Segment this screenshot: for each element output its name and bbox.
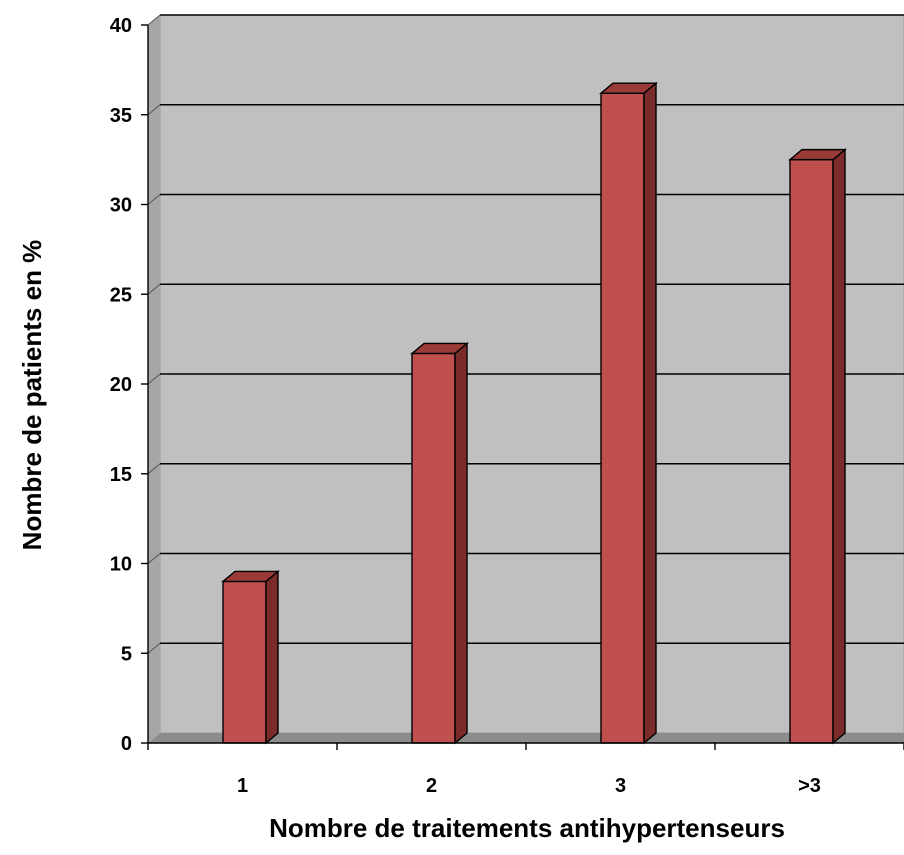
bar-side (832, 148, 846, 745)
y-axis-title: Nombre de patients en % (17, 240, 47, 551)
y-tick-label-40: 40 (110, 15, 132, 37)
y-tick-label-20: 20 (110, 374, 132, 396)
bar-3 (599, 81, 658, 745)
x-tick-label-3: >3 (798, 775, 821, 797)
bar-side (454, 341, 468, 745)
y-tick-label-25: 25 (110, 284, 132, 306)
gridlines (147, 14, 904, 654)
gridline-side-10 (147, 553, 161, 564)
gridline-side-40 (147, 14, 161, 26)
gridline-side-5 (147, 642, 161, 654)
x-tick-label-0: 1 (237, 775, 248, 797)
gridline-side-20 (147, 373, 161, 385)
bar-side (643, 81, 657, 745)
bar-front (600, 92, 645, 744)
gridline-side-15 (147, 463, 161, 475)
y-tick-label-5: 5 (121, 643, 132, 665)
gridline-side-30 (147, 194, 161, 205)
bar-2 (410, 341, 469, 745)
y-tick-label-35: 35 (110, 105, 132, 127)
y-tick-label-15: 15 (110, 464, 132, 486)
bar-top (410, 342, 469, 355)
gridline-side-25 (147, 283, 161, 295)
y-tick-label-10: 10 (110, 554, 132, 576)
bar-front (222, 580, 267, 744)
axes: 0 5 10 15 20 25 30 35 40 1 2 3 >3 (110, 15, 904, 797)
bar->3 (788, 148, 847, 745)
y-tick-label-30: 30 (110, 195, 132, 217)
y-tick-label-0: 0 (121, 733, 132, 755)
bar-top (599, 82, 658, 94)
bar-front (411, 352, 456, 744)
bar-front (789, 158, 834, 744)
floor (148, 733, 904, 743)
bar-1 (221, 569, 280, 745)
bar-top (221, 570, 280, 583)
bar-top (788, 148, 847, 161)
x-axis-title: Nombre de traitements antihypertenseurs (269, 813, 785, 843)
bars (221, 81, 847, 745)
x-tick-label-1: 2 (426, 775, 437, 797)
gridline-side-35 (147, 104, 161, 116)
x-tick-label-2: 3 (615, 775, 626, 797)
bar-side (265, 569, 279, 745)
